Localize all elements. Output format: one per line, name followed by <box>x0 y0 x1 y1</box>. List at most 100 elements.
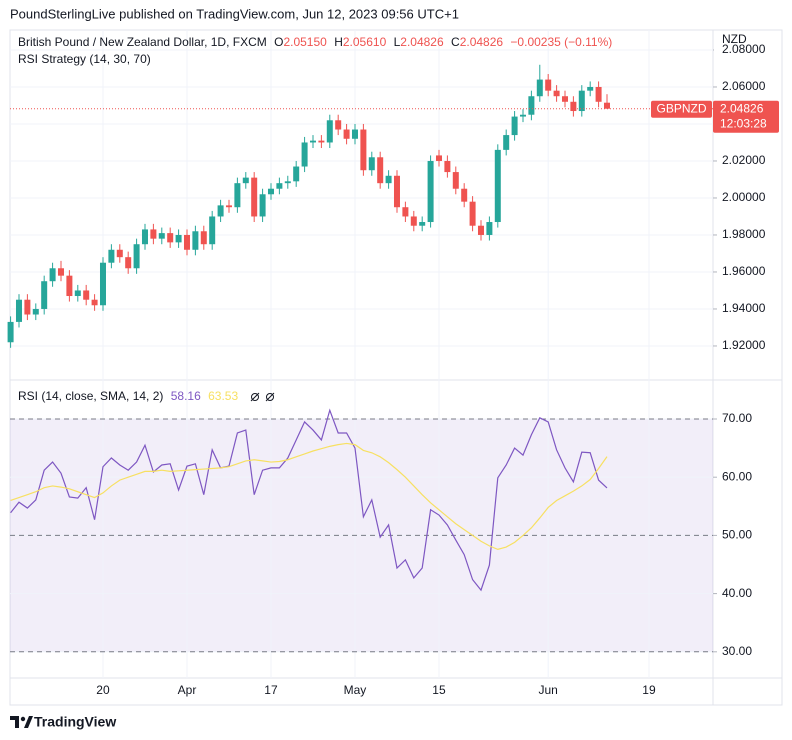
y-tick-label: 30.00 <box>722 644 752 658</box>
chart-title: British Pound / New Zealand Dollar, 1D, … <box>18 35 267 49</box>
candle-body <box>66 275 73 297</box>
candle-body <box>393 175 400 208</box>
candle-body <box>192 231 199 250</box>
candle-body <box>603 102 610 109</box>
legend-label: H <box>334 35 343 49</box>
candle-body <box>368 157 375 171</box>
y-tick-label: 1.98000 <box>722 227 766 241</box>
candle-body <box>427 160 434 223</box>
series-line <box>10 408 608 592</box>
axis-label: NZD <box>722 32 747 46</box>
candle-body <box>183 234 190 250</box>
candle-body <box>503 135 510 150</box>
rsi-title: RSI (14, close, SMA, 14, 2) <box>18 389 163 403</box>
candle-body <box>561 96 568 102</box>
candle-body <box>318 140 325 143</box>
candle-body <box>259 194 266 217</box>
candle-body <box>15 299 22 322</box>
candle-body <box>125 257 132 269</box>
candle-body <box>99 262 106 306</box>
legend-value: 2.04826 <box>460 35 504 49</box>
candle-body <box>444 160 451 173</box>
y-tick-label: 2.08000 <box>722 42 766 56</box>
y-tick-label: 2.02000 <box>722 153 766 167</box>
candle-body <box>419 222 426 226</box>
candle-body <box>251 177 258 217</box>
y-tick-label: 1.94000 <box>722 301 766 315</box>
legend-label: L <box>394 35 401 49</box>
candle-body <box>360 129 367 171</box>
y-tick-label: 50.00 <box>722 528 752 542</box>
y-tick-label: 1.92000 <box>722 338 766 352</box>
candle-body <box>175 234 182 243</box>
legend-value: 58.16 <box>171 389 201 403</box>
x-tick-label: May <box>344 683 367 697</box>
candle-body <box>150 229 157 239</box>
candle-body <box>242 177 249 184</box>
candle-body <box>494 149 501 223</box>
candle-body <box>293 166 300 182</box>
candle-body <box>209 216 216 245</box>
countdown: 12:03:28 <box>720 116 767 130</box>
legend-label: C <box>451 35 460 49</box>
candle-body <box>7 321 14 343</box>
candle-body <box>587 86 594 91</box>
y-tick-label: 70.00 <box>722 411 752 425</box>
y-tick-label: 2.06000 <box>722 79 766 93</box>
candle-body <box>410 216 417 226</box>
candle-body <box>553 90 560 97</box>
candle-body <box>461 188 468 202</box>
candle-body <box>545 79 552 91</box>
legend-icons[interactable] <box>250 392 275 402</box>
candle-body <box>32 308 39 315</box>
y-tick-label: 60.00 <box>722 469 752 483</box>
candle-body <box>234 183 241 208</box>
candle-body <box>167 233 174 243</box>
y-tick-label: 40.00 <box>722 586 752 600</box>
header: PoundSterlingLive published on TradingVi… <box>10 6 459 21</box>
candle-body <box>108 249 115 263</box>
symbol-label: GBPNZD <box>656 101 706 115</box>
candle-body <box>158 233 165 239</box>
candle-body <box>91 299 98 306</box>
candle-body <box>486 222 493 235</box>
legend-change: −0.00235 (−0.11%) <box>510 35 612 49</box>
rsi-legend: RSI (14, close, SMA, 14, 2) 58.16 63.53 <box>18 389 238 403</box>
symbol-label-bg <box>651 100 712 118</box>
candle-body <box>570 101 577 112</box>
candle-body <box>511 116 518 136</box>
candle-body <box>49 268 56 282</box>
candle-body <box>24 299 31 315</box>
legend-value: 2.05610 <box>343 35 387 49</box>
candle-body <box>477 225 484 235</box>
candle-body <box>519 114 526 117</box>
candle-body <box>141 229 148 245</box>
x-tick-label: 20 <box>96 683 110 697</box>
candle-body <box>351 129 358 139</box>
x-tick-label: Jun <box>539 683 558 697</box>
price-label: 2.04826 <box>720 101 764 115</box>
candle-body <box>595 86 602 102</box>
candle-body <box>452 172 459 189</box>
candle-body <box>276 183 283 189</box>
x-tick-label: 19 <box>642 683 656 697</box>
candle-body <box>536 79 543 97</box>
series-line <box>10 442 608 551</box>
legend-label: O <box>274 35 283 49</box>
candle-body <box>83 290 90 300</box>
frame <box>9 29 783 706</box>
x-tick-label: Apr <box>178 683 197 697</box>
y-tick-label: 1.96000 <box>722 264 766 278</box>
chart-subtitle: RSI Strategy (14, 30, 70) <box>18 52 151 66</box>
candle-body <box>578 90 585 112</box>
legend-value: 63.53 <box>208 389 238 403</box>
candle-body <box>200 231 207 245</box>
candle-body <box>435 155 442 161</box>
candle-body <box>377 157 384 184</box>
candle-body <box>267 188 274 195</box>
candle-body <box>225 205 232 208</box>
logo <box>10 716 33 728</box>
candle-body <box>57 268 64 276</box>
candle-body <box>335 120 342 130</box>
